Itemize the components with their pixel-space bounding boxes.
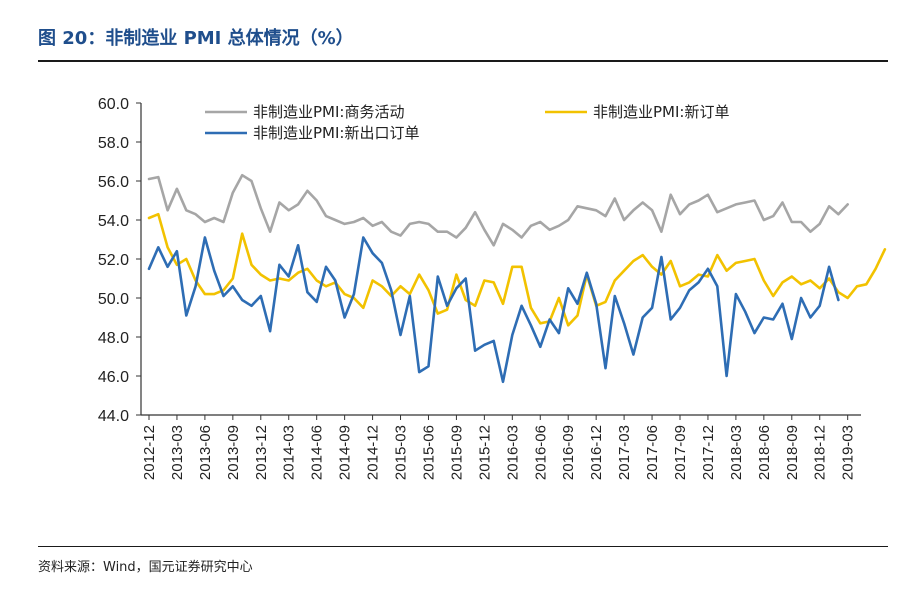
x-axis-ticks: 2012-12 2013-03 2013-06 2013-09 2013-12 2014-… bbox=[141, 415, 857, 480]
line-chart: 44.0 46.0 48.0 50.0 52.0 54.0 56.0 58.0 60.0 201… bbox=[98, 96, 887, 480]
x-tick-label: 2013-06 bbox=[197, 425, 214, 480]
x-tick-label: 2012-12 bbox=[141, 425, 158, 480]
title-divider bbox=[38, 60, 888, 62]
y-tick-label: 58.0 bbox=[98, 135, 129, 152]
x-tick-label: 2014-03 bbox=[281, 425, 298, 480]
x-tick-label: 2017-03 bbox=[616, 425, 633, 480]
y-tick-label: 52.0 bbox=[98, 252, 129, 269]
x-tick-label: 2013-12 bbox=[253, 425, 270, 480]
x-tick-label: 2015-09 bbox=[448, 425, 465, 480]
x-tick-label: 2015-06 bbox=[420, 425, 437, 480]
y-axis-ticks: 44.0 46.0 48.0 50.0 52.0 54.0 56.0 58.0 60.0 bbox=[98, 96, 141, 425]
x-tick-label: 2017-06 bbox=[644, 425, 661, 480]
legend-label-2: 非制造业PMI:新出口订单 bbox=[253, 124, 419, 142]
x-tick-label: 2013-09 bbox=[225, 425, 242, 480]
legend-label-0: 非制造业PMI:商务活动 bbox=[253, 103, 404, 121]
x-tick-label: 2018-12 bbox=[812, 425, 829, 480]
y-tick-label: 56.0 bbox=[98, 174, 129, 191]
y-tick-label: 44.0 bbox=[98, 408, 129, 425]
x-tick-label: 2016-03 bbox=[504, 425, 521, 480]
y-tick-label: 54.0 bbox=[98, 213, 129, 230]
x-tick-label: 2014-09 bbox=[337, 425, 354, 480]
x-tick-label: 2015-03 bbox=[393, 425, 410, 480]
x-tick-label: 2016-09 bbox=[560, 425, 577, 480]
x-tick-label: 2013-03 bbox=[169, 425, 186, 480]
source-divider bbox=[38, 546, 888, 547]
x-tick-label: 2016-12 bbox=[588, 425, 605, 480]
y-tick-label: 46.0 bbox=[98, 369, 129, 386]
series-line-2 bbox=[147, 236, 840, 384]
x-tick-label: 2014-06 bbox=[309, 425, 326, 480]
x-tick-label: 2014-12 bbox=[365, 425, 382, 480]
y-tick-label: 60.0 bbox=[98, 96, 129, 113]
y-tick-label: 48.0 bbox=[98, 330, 129, 347]
series-line-0 bbox=[147, 173, 850, 247]
x-tick-label: 2017-09 bbox=[672, 425, 689, 480]
y-tick-label: 50.0 bbox=[98, 291, 129, 308]
source-note: 资料来源：Wind，国元证券研究中心 bbox=[38, 560, 253, 575]
x-tick-label: 2016-06 bbox=[532, 425, 549, 480]
x-tick-label: 2019-03 bbox=[840, 425, 857, 480]
legend-label-1: 非制造业PMI:新订单 bbox=[593, 103, 729, 121]
chart-title: 图 20：非制造业 PMI 总体情况（%） bbox=[38, 28, 354, 49]
x-tick-label: 2015-12 bbox=[476, 425, 493, 480]
series-line-1 bbox=[147, 212, 887, 327]
series-lines bbox=[147, 173, 887, 384]
x-tick-label: 2017-12 bbox=[700, 425, 717, 480]
x-tick-label: 2018-03 bbox=[728, 425, 745, 480]
x-tick-label: 2018-09 bbox=[784, 425, 801, 480]
x-tick-label: 2018-06 bbox=[756, 425, 773, 480]
